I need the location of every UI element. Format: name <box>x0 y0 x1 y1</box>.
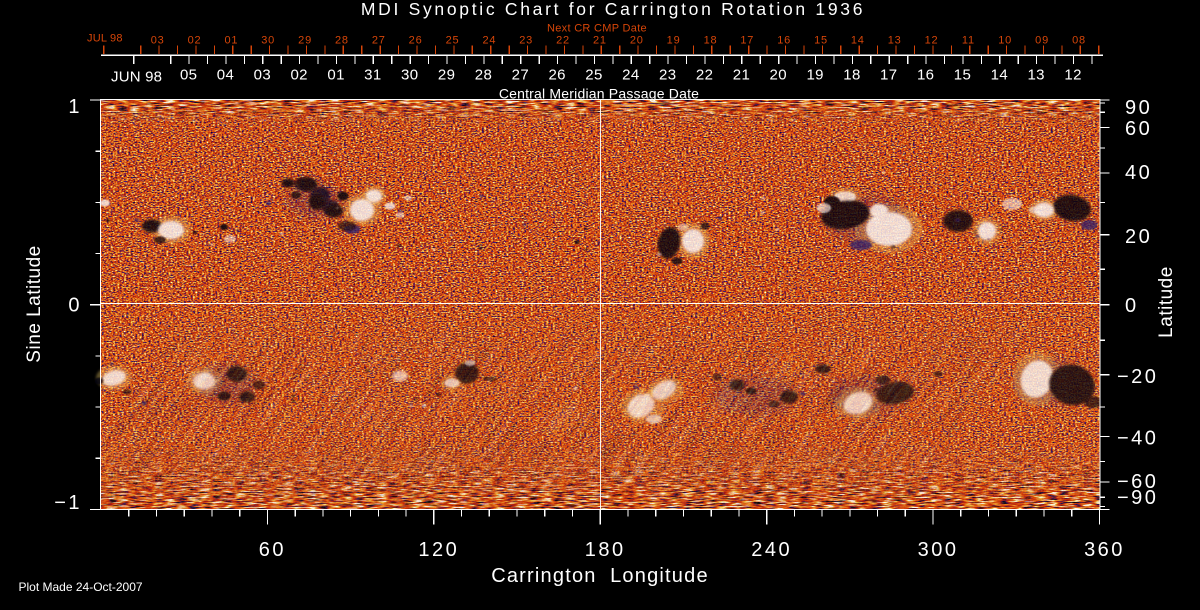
svg-text:Sine Latitude: Sine Latitude <box>24 245 45 362</box>
svg-text:14: 14 <box>991 67 1009 84</box>
svg-text:04: 04 <box>217 67 235 84</box>
svg-text:90: 90 <box>1125 97 1152 119</box>
svg-text:360: 360 <box>1084 539 1125 561</box>
svg-text:13: 13 <box>1027 67 1045 84</box>
svg-text:1: 1 <box>68 96 82 118</box>
svg-text:180: 180 <box>585 539 626 561</box>
svg-text:24: 24 <box>622 67 640 84</box>
svg-text:25: 25 <box>585 67 603 84</box>
svg-text:15: 15 <box>954 67 972 84</box>
svg-text:22: 22 <box>556 35 570 47</box>
svg-text:60: 60 <box>259 539 286 561</box>
svg-text:JUL 98: JUL 98 <box>87 33 123 45</box>
svg-text:0: 0 <box>1125 295 1139 317</box>
svg-text:03: 03 <box>151 35 165 47</box>
svg-text:11: 11 <box>962 35 975 47</box>
svg-text:29: 29 <box>298 35 312 47</box>
svg-text:40: 40 <box>1125 162 1152 184</box>
svg-text:60: 60 <box>1125 118 1152 140</box>
svg-text:26: 26 <box>548 67 566 84</box>
svg-text:24: 24 <box>482 35 496 47</box>
svg-text:Next CR CMP Date: Next CR CMP Date <box>547 23 647 35</box>
svg-text:27: 27 <box>512 67 530 84</box>
svg-text:14: 14 <box>851 35 865 47</box>
svg-text:JUN 98: JUN 98 <box>111 69 162 86</box>
svg-text:31: 31 <box>364 67 382 84</box>
svg-text:26: 26 <box>409 35 423 47</box>
svg-text:19: 19 <box>806 67 824 84</box>
svg-text:12: 12 <box>1064 67 1082 84</box>
svg-text:15: 15 <box>814 35 828 47</box>
svg-text:01: 01 <box>224 35 238 47</box>
svg-text:−20: −20 <box>1117 366 1158 388</box>
svg-text:16: 16 <box>917 67 935 84</box>
svg-text:Latitude: Latitude <box>1156 266 1177 338</box>
svg-text:MDI Synoptic Chart for Carring: MDI Synoptic Chart for Carrington Rotati… <box>361 0 865 19</box>
svg-text:13: 13 <box>888 35 902 47</box>
svg-text:−60: −60 <box>1117 471 1158 493</box>
svg-text:28: 28 <box>335 35 349 47</box>
svg-text:05: 05 <box>180 67 198 84</box>
svg-text:−90: −90 <box>1117 487 1158 509</box>
svg-text:23: 23 <box>659 67 677 84</box>
svg-text:240: 240 <box>751 539 792 561</box>
svg-text:Plot Made 24-Oct-2007: Plot Made 24-Oct-2007 <box>19 580 143 594</box>
svg-text:19: 19 <box>667 35 681 47</box>
svg-text:21: 21 <box>593 35 607 47</box>
svg-text:18: 18 <box>843 67 861 84</box>
svg-text:Carrington Longitude: Carrington Longitude <box>491 565 709 587</box>
svg-text:120: 120 <box>418 539 459 561</box>
svg-text:20: 20 <box>770 67 788 84</box>
svg-text:25: 25 <box>446 35 460 47</box>
svg-text:20: 20 <box>630 35 644 47</box>
svg-text:09: 09 <box>1035 35 1049 47</box>
svg-text:02: 02 <box>188 35 202 47</box>
svg-text:22: 22 <box>696 67 714 84</box>
svg-text:0: 0 <box>68 295 82 317</box>
svg-text:16: 16 <box>777 35 791 47</box>
svg-text:18: 18 <box>704 35 718 47</box>
svg-text:−1: −1 <box>54 492 82 514</box>
svg-text:01: 01 <box>327 67 345 84</box>
svg-text:21: 21 <box>733 67 751 84</box>
svg-text:29: 29 <box>438 67 456 84</box>
svg-text:23: 23 <box>519 35 533 47</box>
svg-text:20: 20 <box>1125 226 1152 248</box>
svg-text:Central Meridian Passage Date: Central Meridian Passage Date <box>499 86 699 102</box>
svg-text:30: 30 <box>401 67 419 84</box>
svg-text:10: 10 <box>998 35 1012 47</box>
svg-text:28: 28 <box>475 67 493 84</box>
svg-text:27: 27 <box>372 35 386 47</box>
svg-text:03: 03 <box>254 67 272 84</box>
svg-text:17: 17 <box>880 67 898 84</box>
svg-text:17: 17 <box>740 35 754 47</box>
svg-text:12: 12 <box>925 35 939 47</box>
svg-text:30: 30 <box>261 35 275 47</box>
svg-text:−40: −40 <box>1117 427 1158 449</box>
svg-text:02: 02 <box>290 67 308 84</box>
svg-text:300: 300 <box>918 539 959 561</box>
svg-text:08: 08 <box>1072 35 1086 47</box>
